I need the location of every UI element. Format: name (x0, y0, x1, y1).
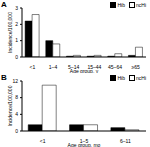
html-text:ncHi: ncHi (136, 75, 146, 81)
svg-text:0: 0 (15, 54, 18, 60)
svg-text:45–64: 45–64 (108, 64, 122, 70)
svg-text:<1: <1 (29, 64, 35, 70)
svg-text:4: 4 (15, 111, 18, 117)
svg-text:Age group, mo: Age group, mo (68, 142, 101, 147)
svg-text:6–11: 6–11 (120, 138, 131, 144)
svg-text:≥65: ≥65 (132, 64, 141, 70)
svg-text:Incidence/100,000: Incidence/100,000 (8, 12, 13, 53)
svg-text:1–5: 1–5 (79, 137, 89, 144)
svg-text:15–44: 15–44 (87, 63, 102, 70)
html-text:B: B (1, 73, 7, 82)
svg-text:1: 1 (15, 37, 18, 43)
html-text:ncHi: ncHi (136, 2, 146, 8)
svg-text:Incidence/100,000: Incidence/100,000 (8, 85, 13, 126)
svg-text:0: 0 (15, 128, 18, 134)
html-text:A: A (1, 0, 7, 9)
html-text:Hib: Hib (117, 2, 125, 8)
svg-text:Age group, y: Age group, y (70, 68, 99, 73)
svg-text:5–14: 5–14 (68, 63, 80, 70)
svg-text:<1: <1 (40, 138, 46, 144)
svg-text:1–4: 1–4 (49, 64, 58, 70)
svg-text:8: 8 (15, 94, 18, 100)
html-text:Hib: Hib (117, 75, 125, 81)
svg-text:3: 3 (15, 5, 18, 11)
svg-text:12: 12 (12, 78, 18, 84)
svg-text:2: 2 (15, 21, 18, 27)
